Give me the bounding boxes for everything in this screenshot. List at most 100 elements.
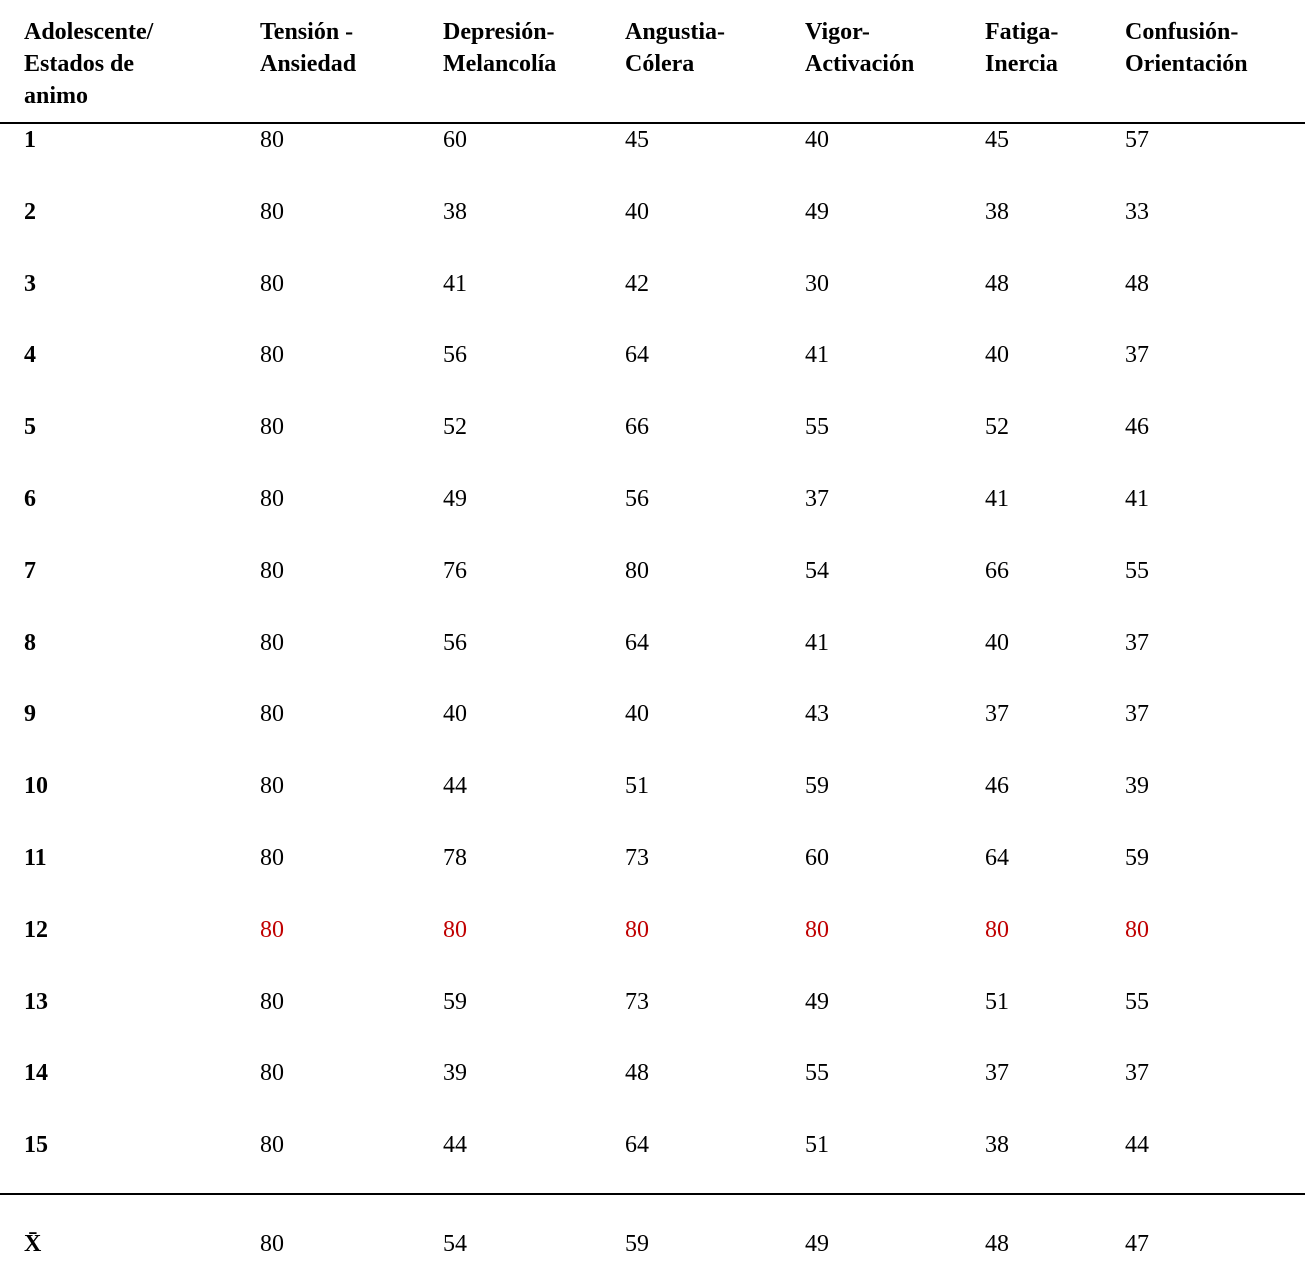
cell: 44 xyxy=(443,1132,467,1159)
summary-cell: 80 xyxy=(260,1231,284,1257)
cell: 55 xyxy=(805,1060,829,1087)
cell: 37 xyxy=(1125,629,1149,656)
cell: 64 xyxy=(625,1132,649,1159)
cell: 41 xyxy=(985,486,1009,512)
row-label: 3 xyxy=(24,270,36,297)
cell: 41 xyxy=(805,342,829,369)
header-cell: Fatiga- xyxy=(985,19,1059,45)
row-label: 13 xyxy=(24,988,48,1015)
summary-cell: 54 xyxy=(443,1231,467,1257)
cell: 59 xyxy=(1125,845,1149,871)
cell: 80 xyxy=(260,988,284,1015)
cell: 64 xyxy=(625,342,649,369)
cell: 37 xyxy=(1125,1060,1149,1087)
cell: 80 xyxy=(260,342,284,369)
cell: 80 xyxy=(260,414,284,441)
summary-rule xyxy=(0,1193,1305,1195)
cell: 64 xyxy=(985,845,1009,871)
cell: 48 xyxy=(625,1060,649,1087)
header-cell: Inercia xyxy=(985,51,1058,77)
cell: 37 xyxy=(985,1060,1009,1087)
summary-cell: 59 xyxy=(625,1231,649,1257)
cell: 52 xyxy=(985,414,1009,441)
cell: 52 xyxy=(443,414,467,441)
cell: 80 xyxy=(260,1132,284,1159)
cell: 39 xyxy=(443,1060,467,1087)
cell: 40 xyxy=(443,701,467,728)
cell: 33 xyxy=(1125,198,1149,225)
cell: 80 xyxy=(260,127,284,153)
header-cell: Adolescente/ xyxy=(24,19,154,45)
row-label: 10 xyxy=(24,773,48,800)
cell: 38 xyxy=(985,198,1009,225)
cell: 80 xyxy=(260,270,284,297)
cell: 42 xyxy=(625,270,649,297)
header-rule xyxy=(0,122,1305,124)
cell: 45 xyxy=(985,127,1009,153)
cell: 46 xyxy=(1125,414,1149,441)
cell: 80 xyxy=(805,916,829,943)
cell: 40 xyxy=(625,701,649,728)
cell: 80 xyxy=(260,198,284,225)
cell: 38 xyxy=(985,1132,1009,1159)
cell: 59 xyxy=(805,773,829,800)
summary-cell: 48 xyxy=(985,1231,1009,1257)
cell: 40 xyxy=(985,342,1009,369)
header-cell: Depresión- xyxy=(443,19,555,45)
header-cell: Melancolía xyxy=(443,51,557,77)
cell: 48 xyxy=(1125,270,1149,297)
cell: 49 xyxy=(443,486,467,512)
cell: 49 xyxy=(805,988,829,1015)
cell: 40 xyxy=(985,629,1009,656)
row-label: 1 xyxy=(24,127,36,153)
summary-cell: 49 xyxy=(805,1231,829,1257)
cell: 51 xyxy=(625,773,649,800)
cell: 44 xyxy=(1125,1132,1149,1159)
cell: 80 xyxy=(260,773,284,800)
cell: 55 xyxy=(805,414,829,441)
cell: 51 xyxy=(985,988,1009,1015)
header-cell: animo xyxy=(24,83,89,109)
cell: 80 xyxy=(1125,916,1149,943)
cell: 73 xyxy=(625,988,649,1015)
header-cell: Estados de xyxy=(24,51,135,77)
cell: 37 xyxy=(985,701,1009,728)
row-label: 4 xyxy=(24,342,36,369)
cell: 80 xyxy=(260,701,284,728)
summary-cell: 47 xyxy=(1125,1231,1149,1257)
row-label: 2 xyxy=(24,198,36,225)
row-label: 11 xyxy=(24,845,47,871)
header-cell: Vigor- xyxy=(805,19,870,45)
cell: 30 xyxy=(805,270,829,297)
cell: 80 xyxy=(260,629,284,656)
cell: 41 xyxy=(805,629,829,656)
summary-label: X̄ xyxy=(24,1231,42,1257)
cell: 59 xyxy=(443,988,467,1015)
row-label: 6 xyxy=(24,486,36,512)
cell: 55 xyxy=(1125,557,1149,584)
cell: 76 xyxy=(443,557,467,584)
row-label: 5 xyxy=(24,414,36,441)
cell: 56 xyxy=(443,629,467,656)
cell: 80 xyxy=(985,916,1009,943)
cell: 44 xyxy=(443,773,467,800)
header-cell: Cólera xyxy=(625,51,695,77)
cell: 37 xyxy=(1125,701,1149,728)
cell: 38 xyxy=(443,198,467,225)
row-label: 15 xyxy=(24,1132,48,1159)
header-cell: Confusión- xyxy=(1125,19,1239,45)
cell: 66 xyxy=(985,557,1009,584)
row-label: 7 xyxy=(24,557,36,584)
cell: 64 xyxy=(625,629,649,656)
cell: 51 xyxy=(805,1132,829,1159)
cell: 41 xyxy=(1125,486,1149,512)
cell: 40 xyxy=(805,127,829,153)
cell: 78 xyxy=(443,845,467,871)
cell: 66 xyxy=(625,414,649,441)
cell: 80 xyxy=(260,486,284,512)
cell: 80 xyxy=(260,916,284,943)
header-cell: Activación xyxy=(805,51,915,77)
row-label: 12 xyxy=(24,916,48,943)
cell: 55 xyxy=(1125,988,1149,1015)
